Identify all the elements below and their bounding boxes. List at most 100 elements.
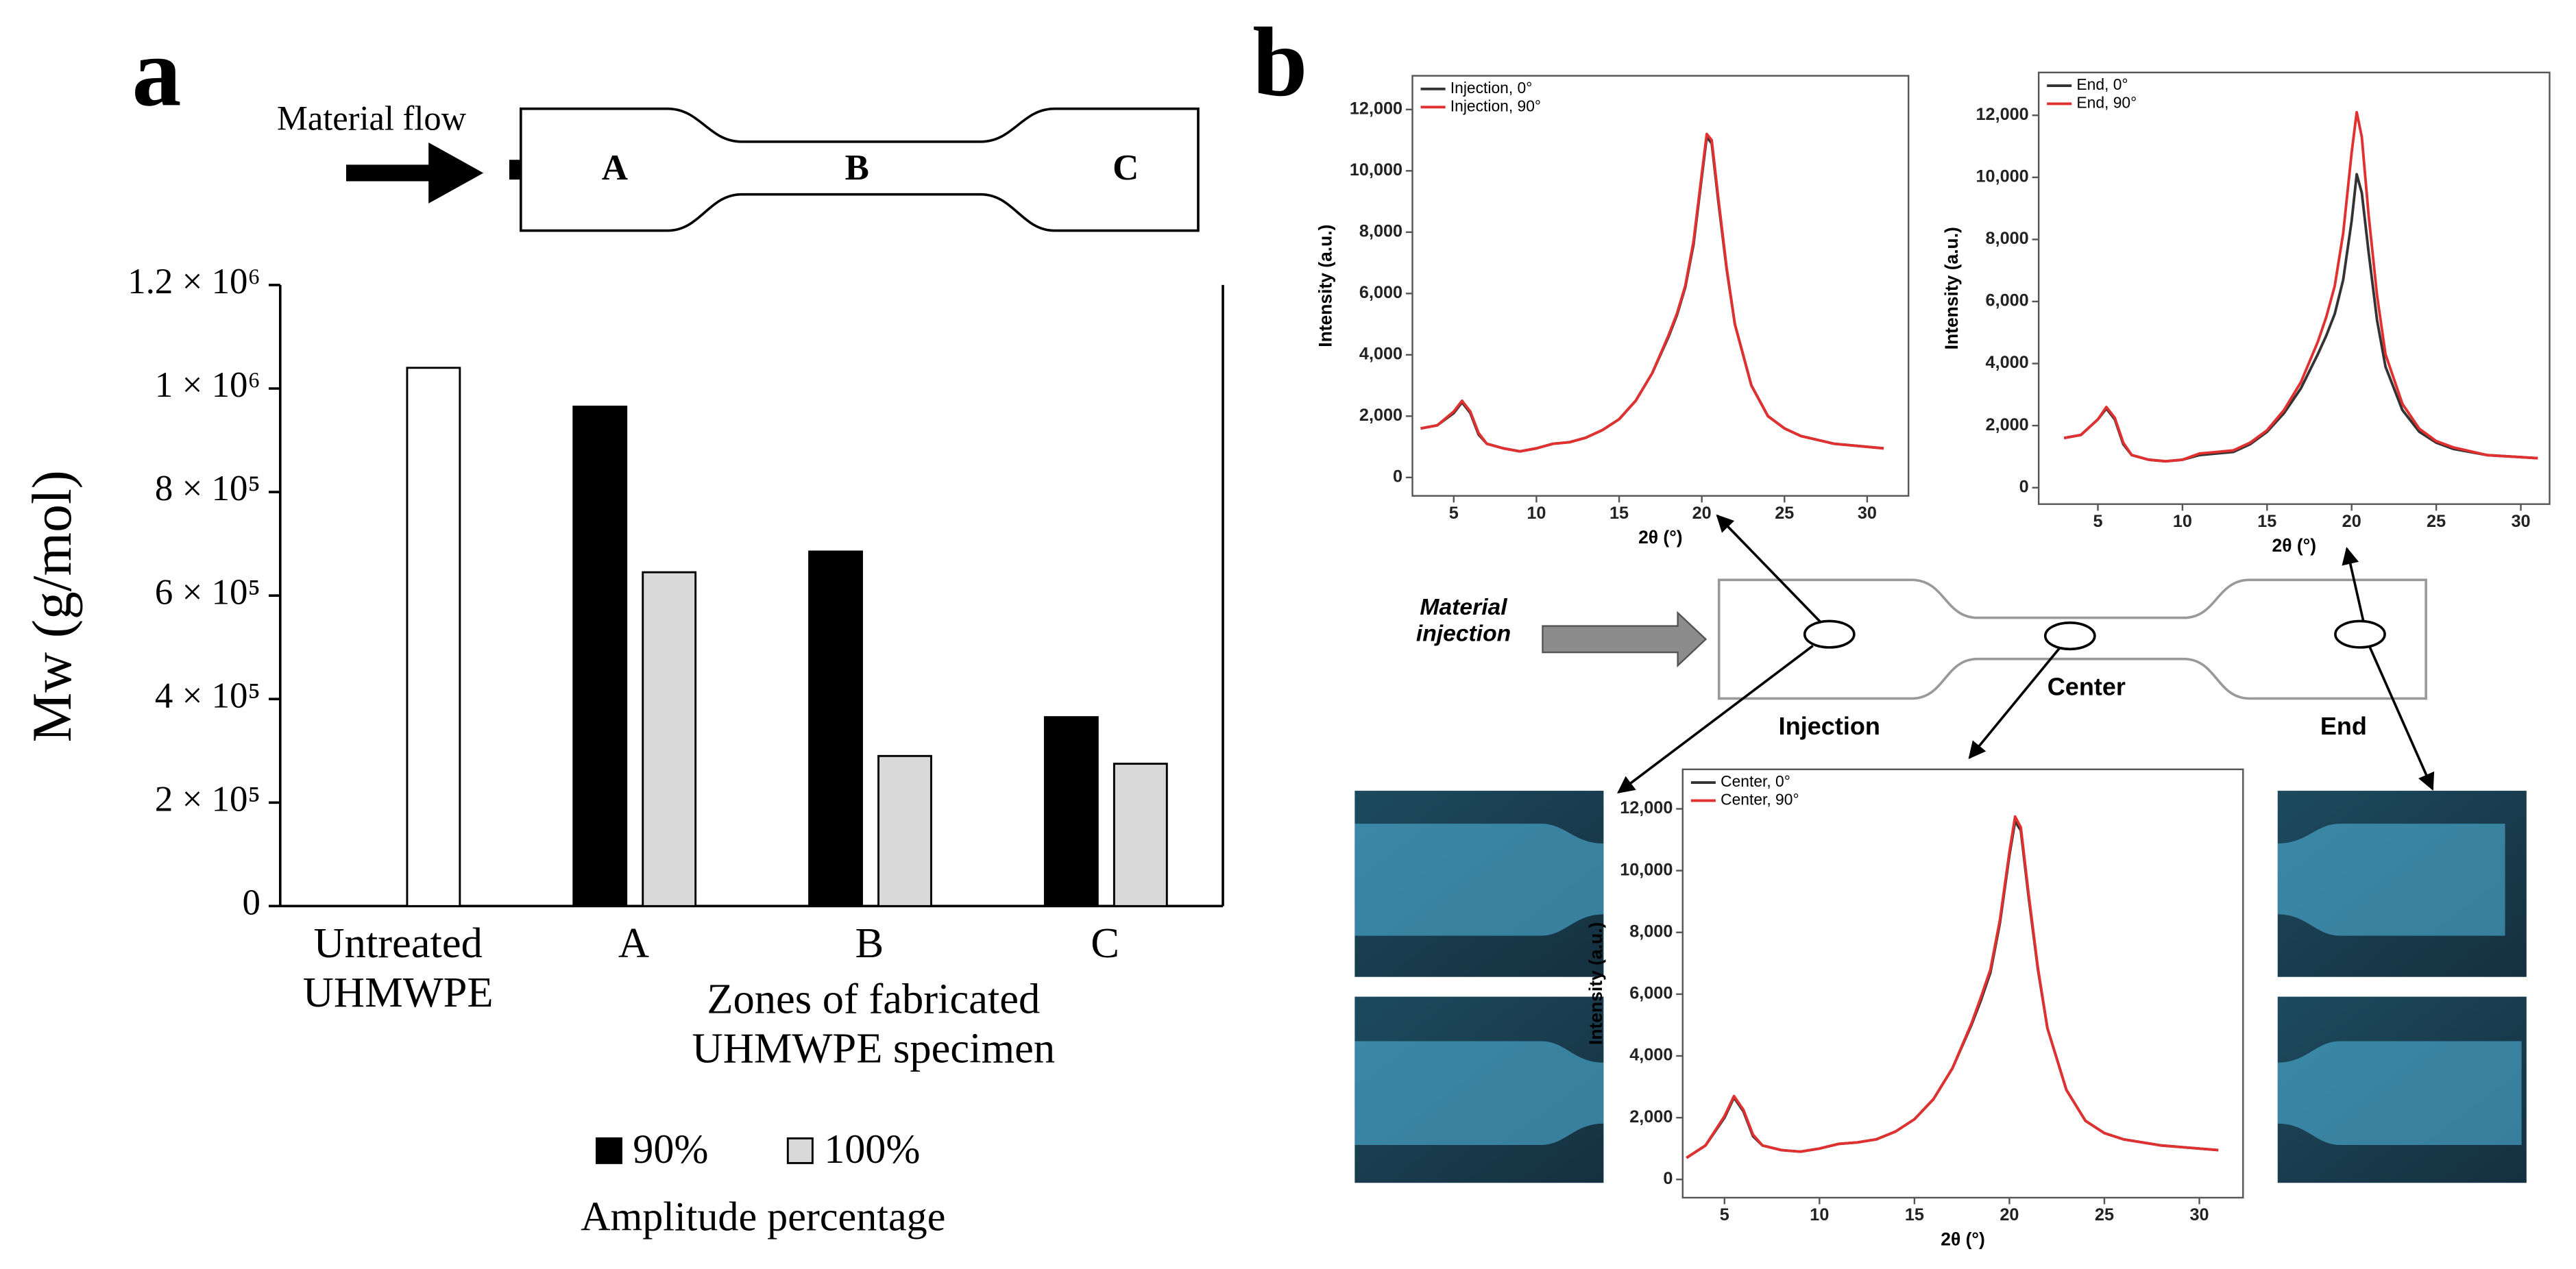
x-tick-label: 25 [2095, 1205, 2114, 1224]
y-tick-label: 4,000 [1986, 353, 2029, 372]
photos [1354, 791, 2527, 1183]
legend-label: Center, 0° [1721, 772, 1790, 790]
y-tick-label: 0 [243, 883, 260, 922]
x-tick-label: 10 [2173, 512, 2192, 531]
y-tick-label: 2,000 [1359, 406, 1402, 425]
legend-label: 90% [633, 1126, 708, 1172]
y-tick-label: 6,000 [1986, 291, 2029, 310]
series-line [1686, 815, 2219, 1159]
bar [642, 571, 697, 907]
location-marker [1803, 619, 1856, 649]
x-tick-label: Untreated UHMWPE [302, 919, 494, 1017]
x-axis-label: 2θ (°) [2272, 535, 2317, 556]
x-tick-label: B [855, 919, 884, 968]
y-tick-label: 8,000 [1629, 922, 1673, 941]
plot-frame [1411, 75, 1910, 497]
zone-label: A [602, 148, 628, 188]
location-label: Injection [1779, 712, 1880, 740]
y-tick-label: 12,000 [1620, 798, 1673, 817]
flow-arrow [345, 142, 484, 204]
y-tick-label: 2,000 [1629, 1107, 1673, 1126]
arrows [1617, 514, 2435, 793]
x-axis-label-box: Zones of fabricated UHMWPE specimen [692, 975, 1056, 1072]
plot-frame [1681, 768, 2244, 1199]
y-tick-label: 0 [2019, 477, 2029, 496]
series-line [1420, 132, 1884, 453]
photo-specimen [2277, 824, 2505, 936]
x-axis-label: 2θ (°) [1638, 527, 1683, 547]
y-tick-label: 1.2 × 10⁶ [127, 262, 260, 301]
zone-label: C [1113, 148, 1139, 188]
arrow [2342, 547, 2365, 621]
y-tick-label: 10,000 [1976, 167, 2029, 186]
y-tick-label: 12,000 [1350, 99, 1402, 118]
x-axis-label: 2θ (°) [1941, 1229, 1985, 1249]
location-marker [2334, 619, 2386, 649]
x-tick-label: 10 [1810, 1205, 1829, 1224]
x-tick-label: 30 [2189, 1205, 2209, 1224]
y-tick-label: 10,000 [1620, 860, 1673, 879]
y-tick-label: 8,000 [1986, 229, 2029, 248]
x-tick-label: 5 [2093, 512, 2102, 531]
x-tick-label-box: Untreated UHMWPE [302, 919, 494, 1017]
y-tick-label: 4,000 [1359, 344, 1402, 363]
x-tick-label: 30 [1858, 504, 1877, 523]
bar [572, 405, 628, 907]
y-tick-label: 0 [1663, 1169, 1673, 1188]
y-tick-label: 6 × 10⁵ [155, 572, 260, 612]
bar [1043, 716, 1099, 907]
bar [808, 550, 863, 907]
x-tick-label: 25 [2427, 512, 2446, 531]
x-tick-label: 20 [1692, 504, 1712, 523]
zone-label: B [845, 148, 869, 188]
flow-label: Material flow [277, 99, 467, 137]
legend-label: Injection, 90° [1450, 97, 1541, 114]
legend-label: End, 0° [2076, 75, 2128, 93]
arrow [1968, 646, 2061, 759]
legend-label: Injection, 0° [1450, 79, 1533, 97]
arrow [1716, 514, 1823, 624]
specimen-outline [520, 107, 1200, 232]
x-tick-label-box: C [1091, 919, 1119, 968]
panel-label: a [132, 17, 181, 127]
arrow [2368, 647, 2435, 791]
x-tick-label: 15 [1905, 1205, 1924, 1224]
arrow [1617, 645, 1814, 793]
bar [1113, 763, 1168, 907]
x-tick-label: 15 [2257, 512, 2276, 531]
x-axis-label: Zones of fabricated UHMWPE specimen [692, 975, 1056, 1072]
location-label: Center [2048, 673, 2126, 701]
specimen-outline [1717, 578, 2427, 700]
x-tick-label-box: B [855, 919, 884, 968]
y-axis-label: Intensity (a.u.) [1585, 922, 1606, 1045]
legend-title: Amplitude percentage [581, 1194, 945, 1240]
injection-arrow [1542, 611, 1708, 668]
x-tick-label: C [1091, 919, 1119, 968]
y-tick-label: 4 × 10⁵ [155, 676, 260, 715]
y-tick-label: 10,000 [1350, 160, 1402, 180]
x-tick-label: 20 [2342, 512, 2361, 531]
y-tick-label: 1 × 10⁶ [155, 365, 260, 405]
injection-label: Material injection [1415, 593, 1511, 646]
location-marker [2043, 621, 2096, 651]
y-tick-label: 2,000 [1986, 415, 2029, 434]
legend-label: End, 90° [2076, 93, 2137, 111]
legend-swatch [595, 1137, 622, 1164]
y-tick-label: 6,000 [1629, 984, 1673, 1003]
y-axis-label: Intensity (a.u.) [1941, 227, 1962, 349]
x-tick-label: 15 [1609, 504, 1629, 523]
x-tick-label: 5 [1449, 504, 1459, 523]
x-tick-label-box: A [618, 919, 650, 968]
bar [877, 754, 932, 907]
photo-specimen [1354, 1041, 1604, 1145]
y-axis-label: Mw (g/mol) [21, 470, 83, 742]
x-tick-label: A [618, 919, 650, 968]
x-tick-label: 30 [2511, 512, 2530, 531]
y-tick-label: 6,000 [1359, 283, 1402, 302]
legend-label: 100% [824, 1126, 920, 1172]
y-tick-label: 0 [1393, 467, 1402, 486]
x-tick-label: 25 [1775, 504, 1794, 523]
injection-label-box: Material injection [1415, 593, 1511, 646]
